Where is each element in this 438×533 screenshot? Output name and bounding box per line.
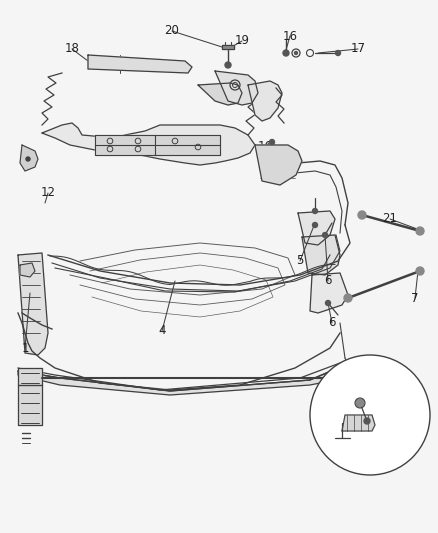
Circle shape xyxy=(294,52,297,54)
Text: 16: 16 xyxy=(283,29,297,43)
Text: 1: 1 xyxy=(21,342,29,354)
Circle shape xyxy=(310,355,430,475)
Polygon shape xyxy=(42,123,255,165)
Circle shape xyxy=(322,232,328,238)
Circle shape xyxy=(416,267,424,275)
Polygon shape xyxy=(198,83,242,105)
Text: 6: 6 xyxy=(324,274,332,287)
Text: 18: 18 xyxy=(64,43,79,55)
Circle shape xyxy=(225,62,231,68)
Polygon shape xyxy=(255,145,302,185)
Polygon shape xyxy=(342,415,375,431)
Circle shape xyxy=(26,157,30,161)
Text: 20: 20 xyxy=(165,25,180,37)
Circle shape xyxy=(325,301,331,305)
Circle shape xyxy=(283,50,289,56)
Text: 16: 16 xyxy=(258,141,272,154)
Text: 10: 10 xyxy=(262,168,277,182)
Polygon shape xyxy=(18,365,345,395)
Text: 21: 21 xyxy=(382,213,398,225)
Polygon shape xyxy=(18,253,48,355)
Polygon shape xyxy=(248,81,282,121)
Polygon shape xyxy=(298,211,335,245)
Polygon shape xyxy=(95,135,220,155)
Circle shape xyxy=(356,399,364,407)
Polygon shape xyxy=(18,368,42,425)
Text: 19: 19 xyxy=(234,35,250,47)
Circle shape xyxy=(336,51,340,55)
Polygon shape xyxy=(215,71,258,105)
Polygon shape xyxy=(310,273,348,313)
Text: 6: 6 xyxy=(328,317,336,329)
Text: 9: 9 xyxy=(384,397,392,409)
Polygon shape xyxy=(88,55,192,73)
Text: 17: 17 xyxy=(350,43,365,55)
Text: 7: 7 xyxy=(411,292,419,304)
Circle shape xyxy=(269,140,275,144)
Text: 12: 12 xyxy=(40,187,56,199)
Polygon shape xyxy=(20,145,38,171)
Circle shape xyxy=(364,418,370,424)
Circle shape xyxy=(416,227,424,235)
Polygon shape xyxy=(302,235,340,275)
Polygon shape xyxy=(222,45,234,49)
Text: 5: 5 xyxy=(297,254,304,268)
Text: 8: 8 xyxy=(344,434,352,448)
Polygon shape xyxy=(20,263,35,277)
Circle shape xyxy=(358,211,366,219)
Circle shape xyxy=(312,208,318,214)
Text: 4: 4 xyxy=(158,325,166,337)
Circle shape xyxy=(344,294,352,302)
Circle shape xyxy=(312,222,318,228)
